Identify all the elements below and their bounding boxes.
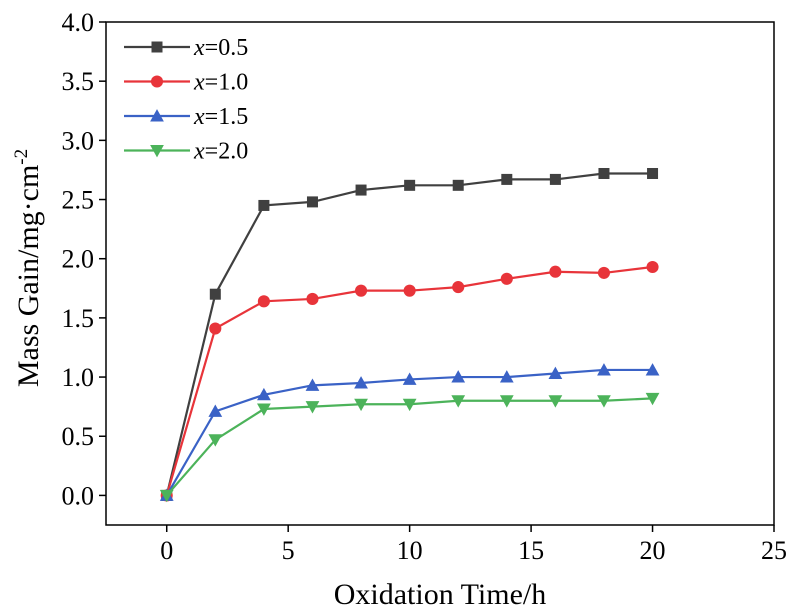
data-point	[354, 376, 368, 389]
data-point	[597, 266, 611, 279]
x-tick-label: 20	[640, 536, 666, 565]
data-point	[500, 272, 513, 285]
x-tick-label: 0	[160, 536, 173, 565]
y-axis-label: Mass Gain/mg·cm-2	[11, 149, 45, 387]
data-point	[597, 363, 611, 376]
data-point	[403, 284, 416, 297]
data-point	[305, 378, 320, 391]
data-point	[209, 288, 221, 300]
series-x-2.0	[159, 392, 660, 503]
data-point	[548, 395, 563, 408]
y-tick-label: 3.5	[62, 67, 95, 96]
y-tick-label: 3.0	[62, 126, 95, 155]
data-point	[355, 184, 367, 196]
data-point	[208, 404, 223, 417]
x-tick-label: 25	[761, 536, 787, 565]
data-point	[549, 265, 562, 278]
data-point	[548, 366, 563, 380]
x-tick-label: 10	[397, 536, 423, 565]
data-point	[549, 173, 561, 185]
legend-marker	[151, 41, 163, 53]
y-tick-label: 1.5	[62, 304, 95, 333]
data-point	[646, 260, 659, 274]
data-point	[257, 295, 270, 308]
data-point	[402, 398, 417, 412]
data-point	[402, 372, 417, 385]
y-tick-label: 2.5	[62, 186, 95, 215]
legend-label: x=0.5	[193, 35, 248, 61]
y-tick-label: 4.0	[62, 8, 95, 37]
data-point	[208, 434, 223, 447]
x-axis-label: Oxidation Time/h	[334, 578, 547, 611]
plot-frame	[105, 21, 775, 526]
series-line	[165, 172, 653, 496]
y-axis-label-main: Mass Gain/mg·cm	[12, 165, 45, 387]
data-point	[355, 284, 368, 297]
data-point	[306, 292, 319, 305]
series-line	[165, 368, 653, 496]
series-x-1.5	[159, 363, 660, 501]
data-point	[451, 395, 466, 408]
y-tick-label: 0.5	[62, 422, 95, 451]
series-line	[165, 397, 653, 497]
y-tick-label: 0.0	[62, 481, 95, 510]
data-point	[305, 401, 320, 414]
data-point	[645, 392, 660, 406]
data-point	[209, 322, 222, 335]
data-point	[257, 387, 271, 401]
data-point	[647, 167, 659, 179]
x-tick-label: 15	[518, 536, 544, 565]
data-point	[404, 179, 416, 191]
data-point	[645, 363, 660, 376]
legend-marker	[150, 109, 164, 122]
legend-label: x=1.5	[193, 104, 248, 130]
data-point	[501, 173, 513, 185]
legend-marker	[150, 75, 164, 88]
x-tick-label: 5	[282, 536, 295, 565]
data-point	[499, 370, 514, 383]
data-point	[452, 281, 465, 294]
data-point	[159, 489, 174, 503]
data-point	[257, 403, 271, 416]
y-tick-label: 2.0	[62, 245, 95, 274]
data-point	[354, 398, 368, 412]
series-x-0.5	[161, 167, 659, 501]
data-point	[451, 370, 466, 383]
data-point	[597, 395, 611, 408]
legend-label: x=2.0	[193, 139, 248, 165]
data-point	[258, 199, 270, 211]
legend-marker	[150, 145, 164, 158]
data-point	[452, 179, 464, 191]
series-x-1.0	[160, 260, 659, 502]
data-point	[598, 167, 610, 179]
y-tick-label: 1.0	[62, 363, 95, 392]
legend-label: x=1.0	[193, 70, 248, 96]
data-point	[499, 395, 514, 408]
y-axis-label-superscript: -2	[11, 149, 32, 165]
data-point	[306, 196, 318, 208]
